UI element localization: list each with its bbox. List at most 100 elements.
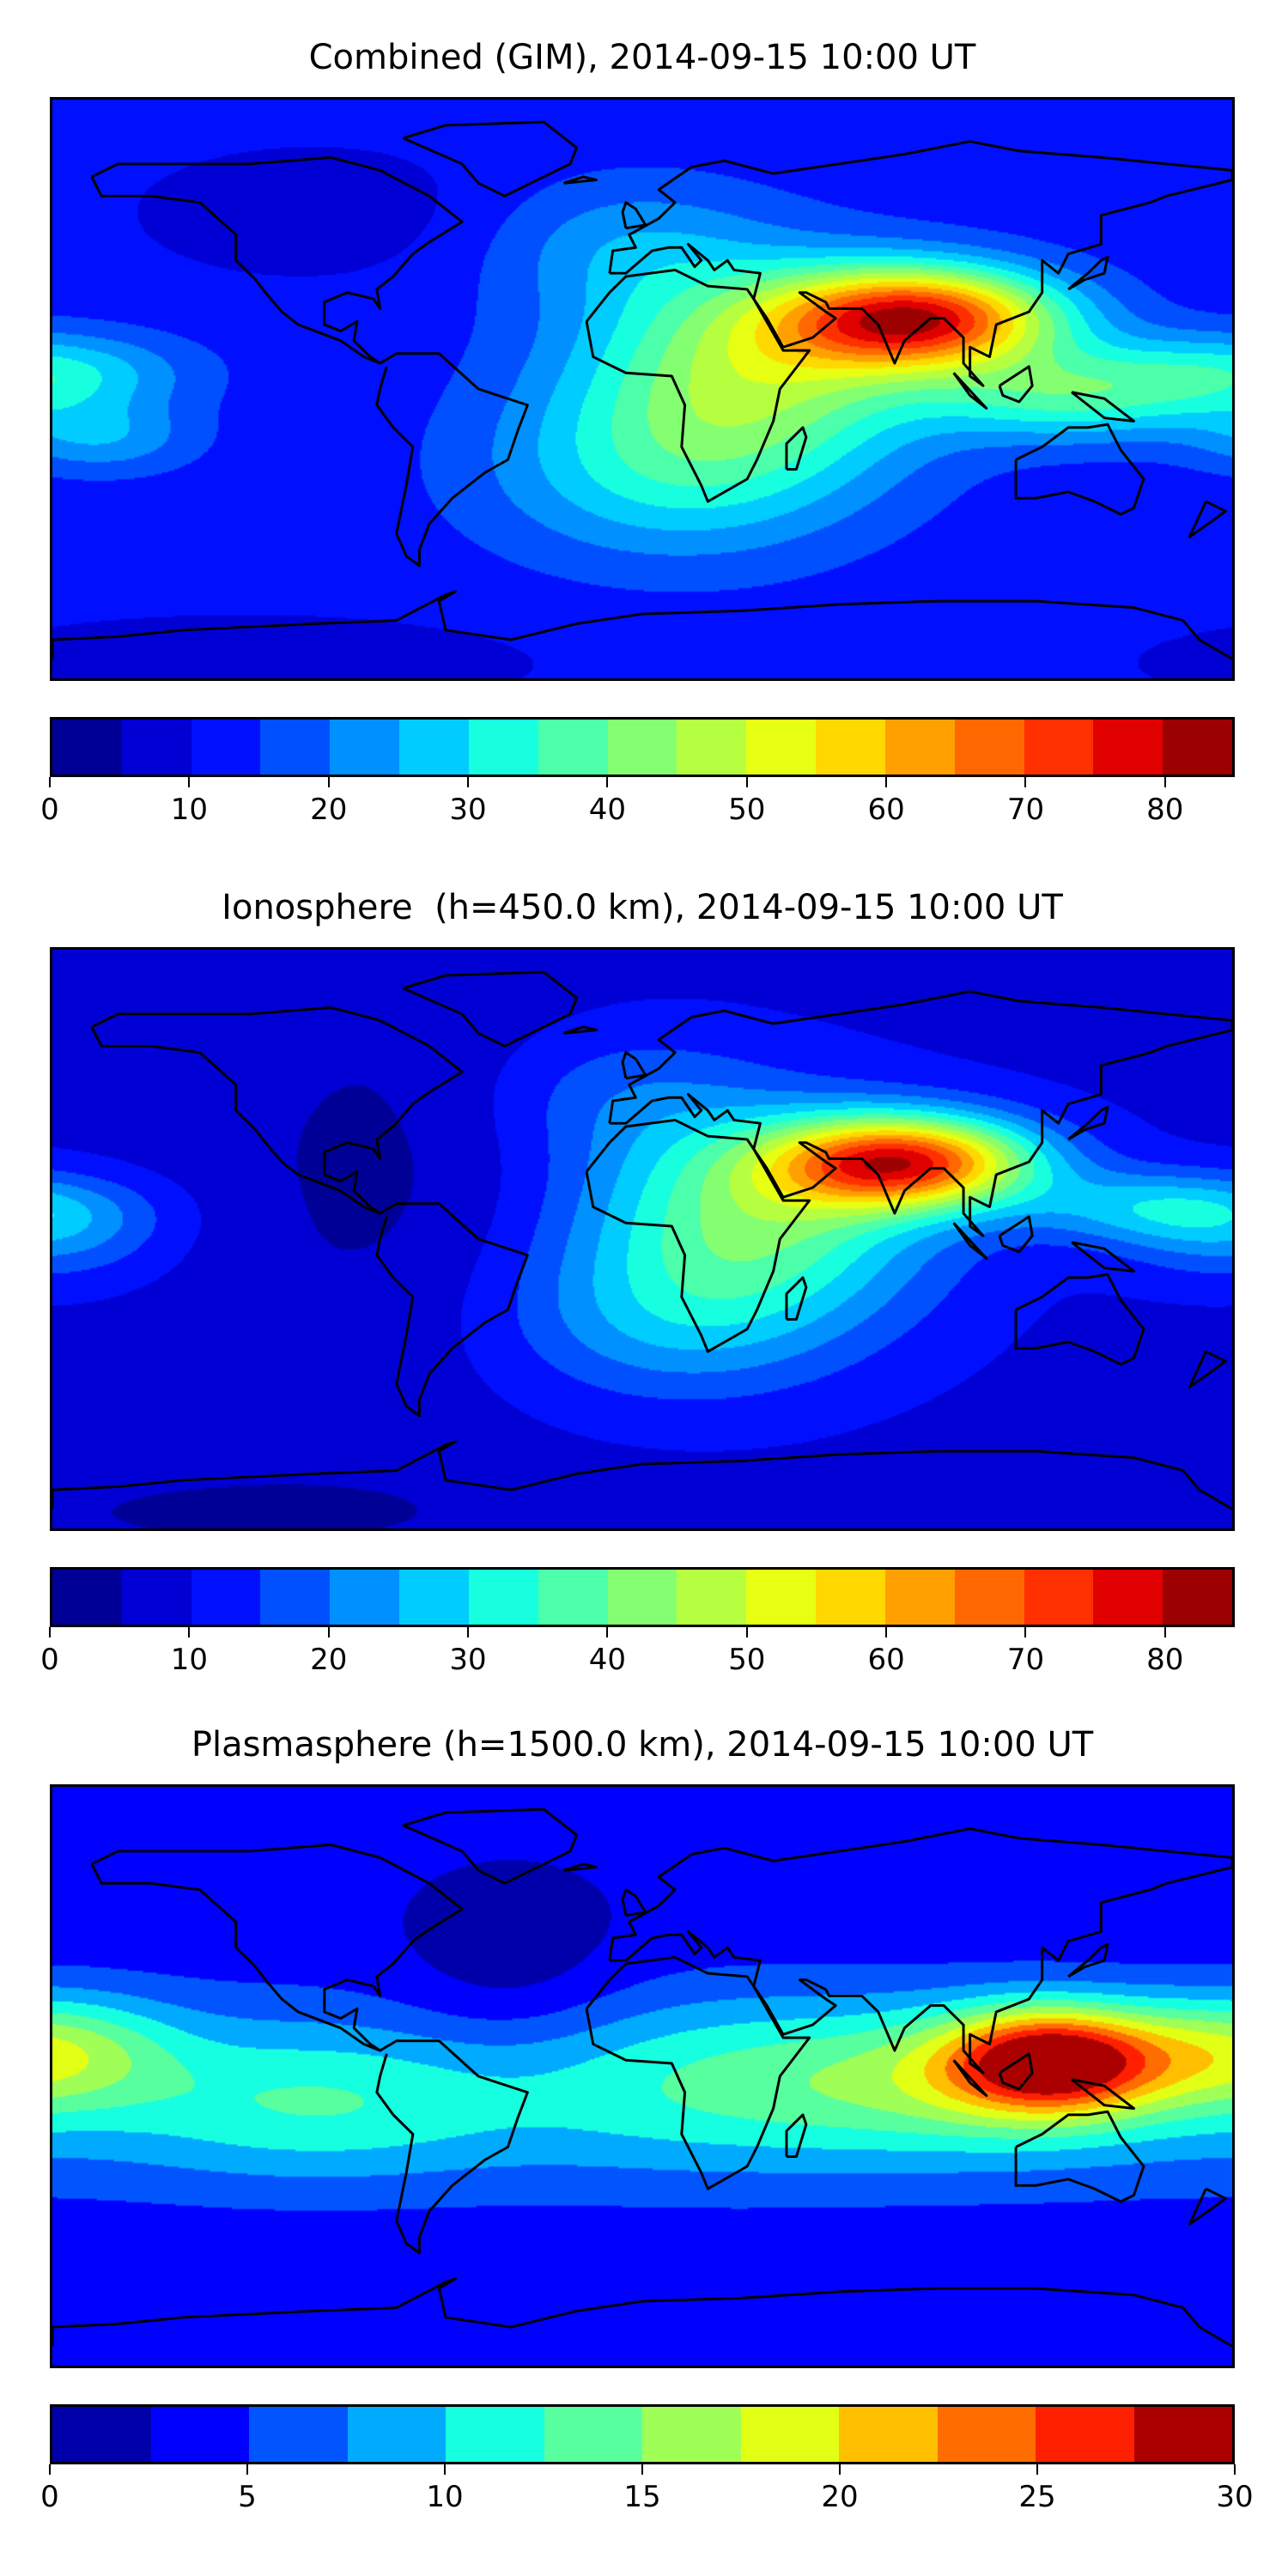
colorbar-tick-mark	[641, 2464, 643, 2475]
coastline	[1188, 2187, 1227, 2226]
colorbar-segment	[399, 720, 469, 775]
colorbar-segment	[746, 720, 817, 775]
colorbar-segment	[446, 2407, 544, 2462]
coastline	[1067, 255, 1109, 291]
colorbar-segment	[121, 1570, 191, 1625]
tec-map	[50, 1784, 1235, 2368]
coastline	[1071, 2078, 1135, 2110]
tec-map	[50, 97, 1235, 681]
coastline	[562, 1025, 598, 1035]
colorbar-segment	[740, 2407, 839, 2462]
colorbar-tick-mark	[188, 1627, 191, 1637]
coastline	[1067, 1942, 1109, 1978]
colorbar-tick-mark	[327, 1627, 330, 1637]
tec-contour-field	[52, 950, 1232, 1528]
colorbar-segment	[399, 1570, 469, 1625]
coastlines	[52, 120, 1232, 660]
colorbar	[50, 717, 1235, 777]
colorbar-tick-mark	[467, 1627, 470, 1637]
coastline	[52, 2277, 1232, 2348]
coastline	[402, 970, 579, 1048]
coastline	[608, 140, 1232, 387]
colorbar-tick-label: 80	[1146, 793, 1184, 827]
coastline	[402, 120, 579, 197]
colorbar-segment	[1093, 720, 1163, 775]
colorbar-segment	[1093, 1570, 1163, 1625]
colorbar-segment	[330, 720, 400, 775]
coastline	[1014, 2110, 1145, 2203]
panel-ionosphere: Ionosphere (h=450.0 km), 2014-09-15 10:0…	[0, 850, 1288, 1696]
coastline	[608, 1827, 1232, 2075]
colorbar-segment	[52, 1570, 122, 1625]
colorbar-tick-label: 50	[728, 1643, 766, 1677]
coastline	[608, 990, 1232, 1237]
colorbar-segment	[1163, 720, 1233, 775]
tec-contour-field	[52, 1787, 1232, 2366]
colorbar-segment	[52, 2407, 151, 2462]
coastline	[585, 1118, 811, 1353]
colorbar-segment	[839, 2407, 938, 2462]
colorbar	[50, 2404, 1235, 2464]
colorbar-tick-label: 70	[1006, 793, 1045, 827]
coastline	[585, 268, 811, 503]
colorbar-tick-label: 0	[40, 793, 59, 827]
colorbar-segment	[330, 1570, 400, 1625]
colorbar-segment	[937, 2407, 1036, 2462]
coastline	[621, 1888, 647, 1917]
colorbar-ticks: 0 5 10 15 20 25 30	[40, 2464, 1254, 2533]
coastline	[375, 352, 529, 568]
panel-plasmasphere: Plasmasphere (h=1500.0 km), 2014-09-15 1…	[0, 1687, 1288, 2533]
colorbar-tick-label: 25	[1018, 2480, 1056, 2514]
coastline	[998, 1215, 1034, 1254]
colorbar-tick-label: 5	[238, 2480, 257, 2514]
colorbar-segment	[1024, 1570, 1094, 1625]
colorbar-tick-mark	[885, 777, 888, 787]
colorbar-ticks: 0 10 20 30 40 50 60 70 80	[40, 1627, 1235, 1696]
colorbar-tick-mark	[246, 2464, 248, 2475]
colorbar-tick-mark	[49, 1627, 51, 1637]
coastline	[402, 1807, 579, 1885]
panel-title: Plasmasphere (h=1500.0 km), 2014-09-15 1…	[191, 1725, 1094, 1765]
colorbar-segment	[954, 720, 1024, 775]
colorbar-tick-label: 15	[623, 2480, 661, 2514]
colorbar-tick-mark	[188, 777, 191, 787]
coastline	[585, 1955, 811, 2190]
colorbar-segment	[677, 720, 747, 775]
colorbar-tick-label: 60	[867, 1643, 905, 1677]
coastline	[562, 175, 598, 185]
colorbar-tick-label: 20	[821, 2480, 859, 2514]
colorbar-tick-mark	[745, 777, 748, 787]
colorbar-tick-mark	[606, 777, 609, 787]
colorbar-segment	[884, 720, 955, 775]
colorbar-segment	[1024, 720, 1094, 775]
colorbar-segment	[746, 1570, 817, 1625]
coastline	[998, 365, 1034, 404]
colorbar-tick-label: 20	[310, 793, 348, 827]
colorbar-segment	[249, 2407, 348, 2462]
colorbar-tick-label: 60	[867, 793, 905, 827]
coastline	[952, 372, 988, 410]
colorbar-segment	[816, 720, 885, 775]
coastline	[562, 1862, 598, 1872]
colorbar-segment	[884, 1570, 955, 1625]
coastlines	[52, 970, 1232, 1510]
colorbar-segment	[1133, 2407, 1232, 2462]
tec-map	[50, 947, 1235, 1531]
colorbar-segment	[816, 1570, 885, 1625]
coastline	[952, 1222, 988, 1260]
colorbar-tick-label: 50	[728, 793, 766, 827]
coastline	[1067, 1105, 1109, 1141]
colorbar-segment	[260, 1570, 331, 1625]
coastline	[375, 1202, 529, 1418]
colorbar-tick-label: 70	[1006, 1643, 1045, 1677]
colorbar-segment	[121, 720, 191, 775]
colorbar-segment	[1036, 2407, 1134, 2462]
coastline	[90, 1005, 464, 1215]
colorbar-segment	[607, 720, 677, 775]
colorbar-segment	[468, 720, 538, 775]
colorbar-tick-label: 30	[1216, 2480, 1254, 2514]
colorbar-tick-mark	[745, 1627, 748, 1637]
colorbar-tick-mark	[1036, 2464, 1038, 2475]
colorbar-segment	[538, 1570, 608, 1625]
colorbar-tick-mark	[327, 777, 330, 787]
